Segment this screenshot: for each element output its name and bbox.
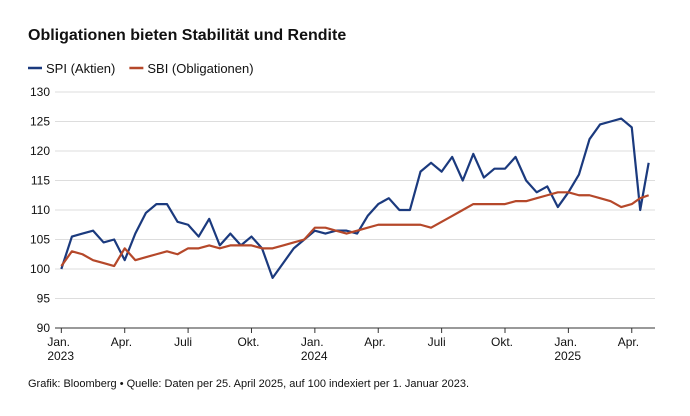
x-tick-label: Jan. 2023 (47, 335, 74, 363)
y-tick-label: 120 (30, 144, 50, 158)
y-tick-label: 100 (30, 262, 50, 276)
y-tick-label: 110 (31, 203, 50, 217)
y-tick-label: 90 (37, 321, 51, 335)
x-tick-label: Juli (428, 335, 446, 349)
chart-title: Obligationen bieten Stabilität und Rendi… (28, 27, 346, 44)
x-tick-label: Apr. (618, 335, 639, 349)
legend-label: SPI (Aktien) (46, 61, 115, 76)
x-tick-label: Juli (174, 335, 192, 349)
x-tick-label: Jan. 2024 (301, 335, 328, 363)
y-tick-label: 125 (30, 115, 50, 129)
legend: SPI (Aktien) SBI (Obligationen) (28, 61, 254, 76)
x-tick-label: Okt. (491, 335, 513, 349)
y-tick-label: 115 (31, 174, 50, 188)
y-tick-label: 130 (30, 85, 50, 99)
footnote: Grafik: Bloomberg • Quelle: Daten per 25… (28, 378, 469, 390)
series-line (60, 191, 650, 268)
y-tick-label: 95 (37, 292, 51, 306)
x-tick-label: Apr. (111, 335, 132, 349)
series-line (60, 117, 650, 279)
x-tick-label: Okt. (237, 335, 259, 349)
x-tick-label: Jan. 2025 (554, 335, 581, 363)
y-tick-label: 105 (30, 233, 50, 247)
x-tick-label: Apr. (364, 335, 385, 349)
legend-label: SBI (Obligationen) (147, 61, 253, 76)
